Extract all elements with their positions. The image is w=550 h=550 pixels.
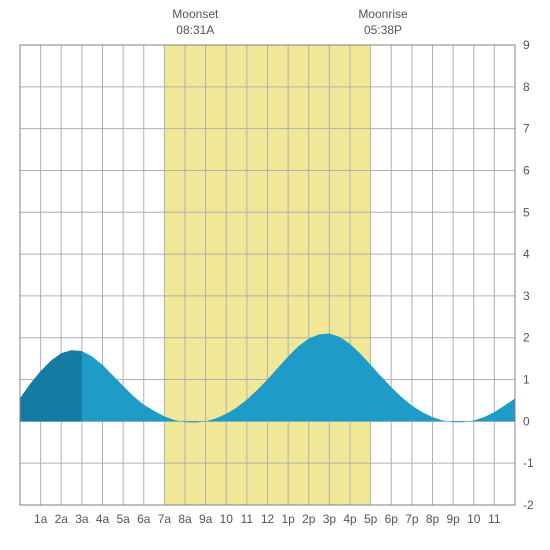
x-tick-label: 8p xyxy=(426,512,440,526)
x-tick-label: 10 xyxy=(467,512,481,526)
y-tick-label: 2 xyxy=(523,331,530,345)
x-tick-label: 11 xyxy=(488,512,501,526)
moonset-time: 08:31A xyxy=(176,23,214,37)
moonrise-time: 05:38P xyxy=(364,23,402,37)
y-tick-label: 9 xyxy=(523,38,530,52)
y-tick-label: 3 xyxy=(523,289,530,303)
x-tick-label: 3a xyxy=(75,512,89,526)
x-tick-label: 7a xyxy=(158,512,172,526)
x-tick-label: 8a xyxy=(178,512,192,526)
x-tick-label: 7p xyxy=(405,512,419,526)
x-tick-label: 3p xyxy=(323,512,337,526)
x-tick-label: 5p xyxy=(364,512,378,526)
y-tick-label: -2 xyxy=(523,498,534,512)
x-tick-label: 2a xyxy=(55,512,69,526)
y-tick-label: 5 xyxy=(523,205,530,219)
x-tick-label: 4p xyxy=(343,512,357,526)
x-tick-label: 1a xyxy=(34,512,48,526)
x-tick-label: 9p xyxy=(446,512,460,526)
y-tick-label: 8 xyxy=(523,80,530,94)
moonrise-label: Moonrise xyxy=(358,7,408,21)
tide-chart: -2-101234567891a2a3a4a5a6a7a8a9a1011121p… xyxy=(0,0,550,550)
x-tick-label: 10 xyxy=(220,512,234,526)
y-tick-label: 7 xyxy=(523,122,530,136)
x-tick-label: 9a xyxy=(199,512,213,526)
x-tick-label: 11 xyxy=(241,512,254,526)
y-tick-label: 4 xyxy=(523,247,530,261)
x-tick-label: 6p xyxy=(385,512,399,526)
x-tick-label: 6a xyxy=(137,512,151,526)
x-tick-label: 5a xyxy=(116,512,130,526)
x-tick-label: 4a xyxy=(96,512,110,526)
x-tick-label: 12 xyxy=(261,512,275,526)
x-tick-label: 1p xyxy=(281,512,295,526)
x-tick-label: 2p xyxy=(302,512,316,526)
y-tick-label: 6 xyxy=(523,163,530,177)
y-tick-label: 0 xyxy=(523,414,530,428)
moonset-label: Moonset xyxy=(172,7,219,21)
y-tick-label: 1 xyxy=(523,373,530,387)
y-tick-label: -1 xyxy=(523,456,534,470)
